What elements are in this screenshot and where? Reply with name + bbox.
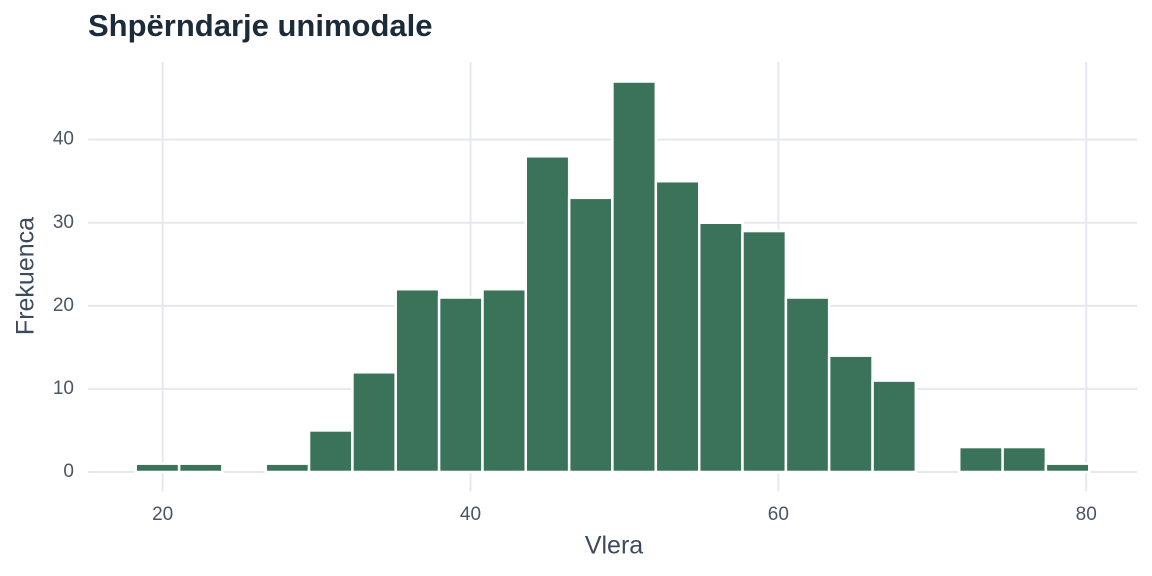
bar: [654, 179, 701, 474]
bar: [307, 429, 354, 474]
bar: [394, 287, 441, 474]
y-tick-label: 40: [53, 129, 74, 150]
y-axis-title: Frekuenca: [12, 217, 40, 335]
bar: [264, 462, 311, 474]
y-tick-label: 20: [53, 295, 74, 316]
bar: [957, 445, 1004, 474]
bar: [134, 462, 181, 474]
bar: [1001, 445, 1048, 474]
x-tick-label: 80: [1076, 504, 1097, 525]
x-axis-title: Vlera: [585, 532, 643, 560]
chart-title: Shpërndarje unimodale: [88, 8, 433, 43]
bar: [481, 287, 528, 474]
x-tick-label: 20: [152, 504, 173, 525]
bar: [827, 354, 874, 474]
y-tick-label: 0: [63, 461, 74, 482]
bar: [784, 296, 831, 474]
bar: [871, 379, 918, 474]
x-tick-label: 40: [460, 504, 481, 525]
y-tick-label: 30: [53, 212, 74, 233]
bar: [741, 229, 788, 474]
bar: [1044, 462, 1091, 474]
bar: [611, 80, 658, 474]
x-tick-label: 60: [768, 504, 789, 525]
bar: [351, 371, 397, 474]
bar: [567, 196, 614, 474]
bar: [697, 221, 744, 474]
bar: [437, 296, 484, 474]
bar: [177, 462, 224, 474]
y-tick-label: 10: [53, 378, 74, 399]
bar: [524, 155, 571, 474]
